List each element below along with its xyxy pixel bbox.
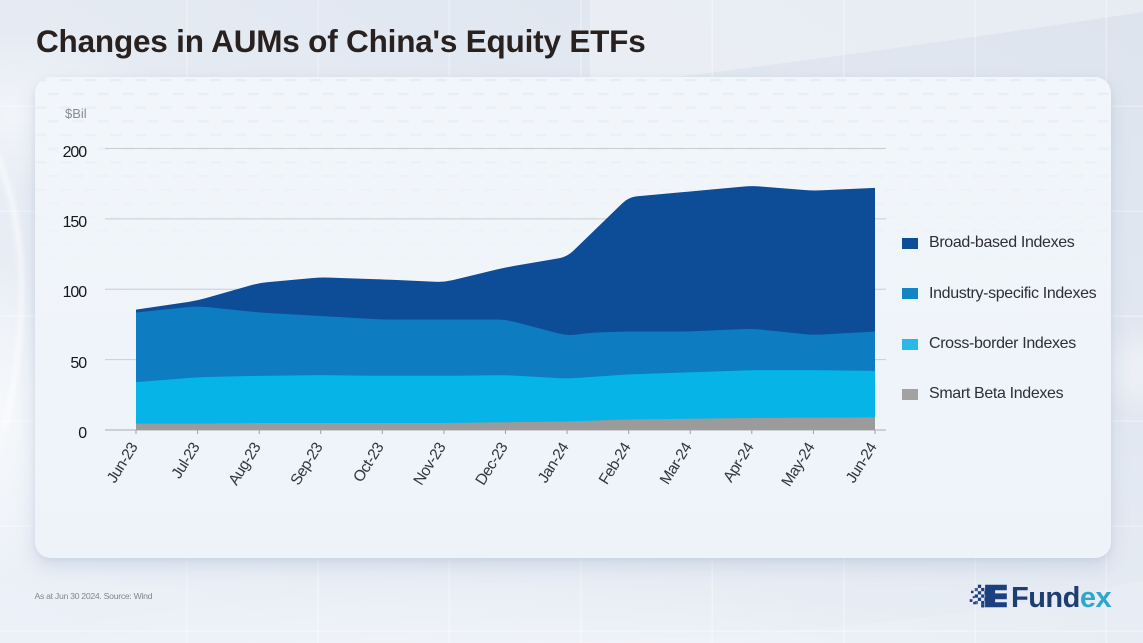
svg-text:Fundex: Fundex <box>1011 582 1111 614</box>
